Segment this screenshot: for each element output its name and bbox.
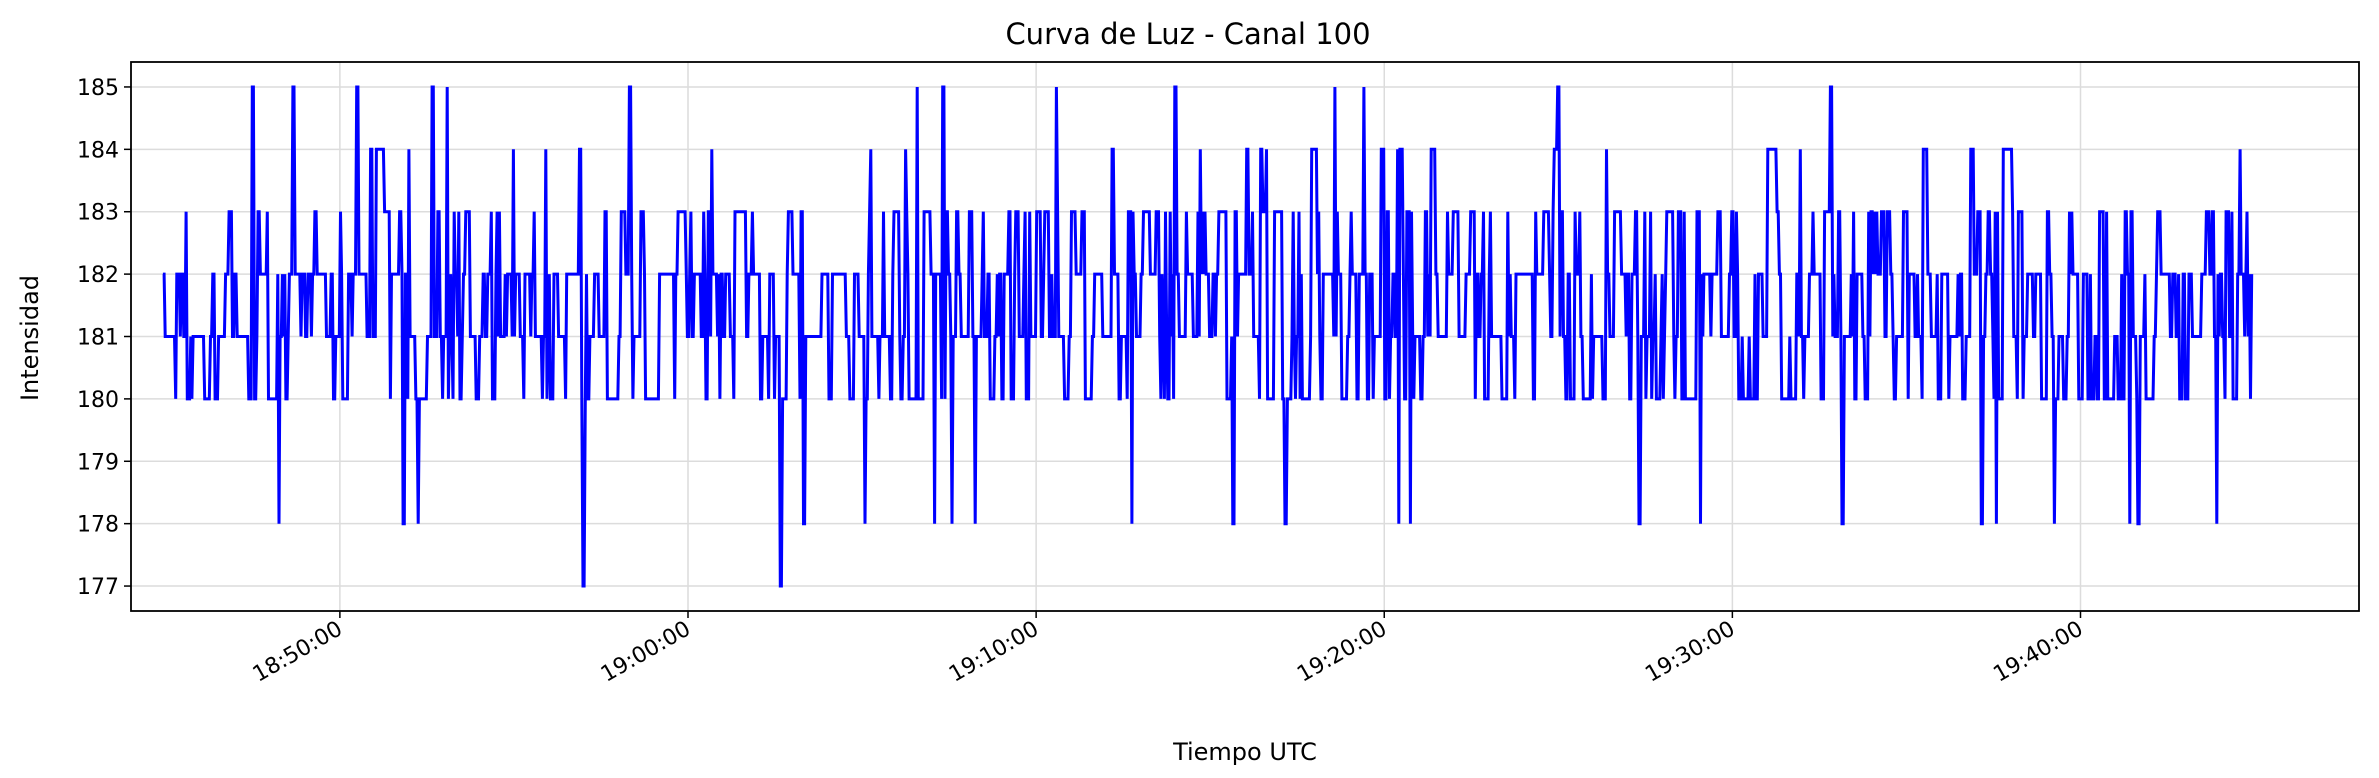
y-tick-label: 181 <box>77 326 119 351</box>
x-axis-title: Tiempo UTC <box>1172 738 1317 766</box>
y-axis-title: Intensidad <box>16 275 44 401</box>
y-tick-label: 179 <box>77 450 119 475</box>
series-layer <box>162 85 2254 588</box>
y-tick-label: 177 <box>77 575 119 600</box>
y-tick-label: 182 <box>77 263 119 288</box>
y-tick-label: 185 <box>77 76 119 101</box>
y-tick-label: 178 <box>77 513 119 538</box>
series-line-intensidad <box>162 85 2254 588</box>
y-tick-label: 183 <box>77 201 119 226</box>
chart-title: Curva de Luz - Canal 100 <box>1005 17 1370 51</box>
y-tick-label: 180 <box>77 388 119 413</box>
y-tick-label: 184 <box>77 138 119 163</box>
y-axis-ticks: 177 178 179 180 181 182 183 184 185 <box>77 76 131 600</box>
